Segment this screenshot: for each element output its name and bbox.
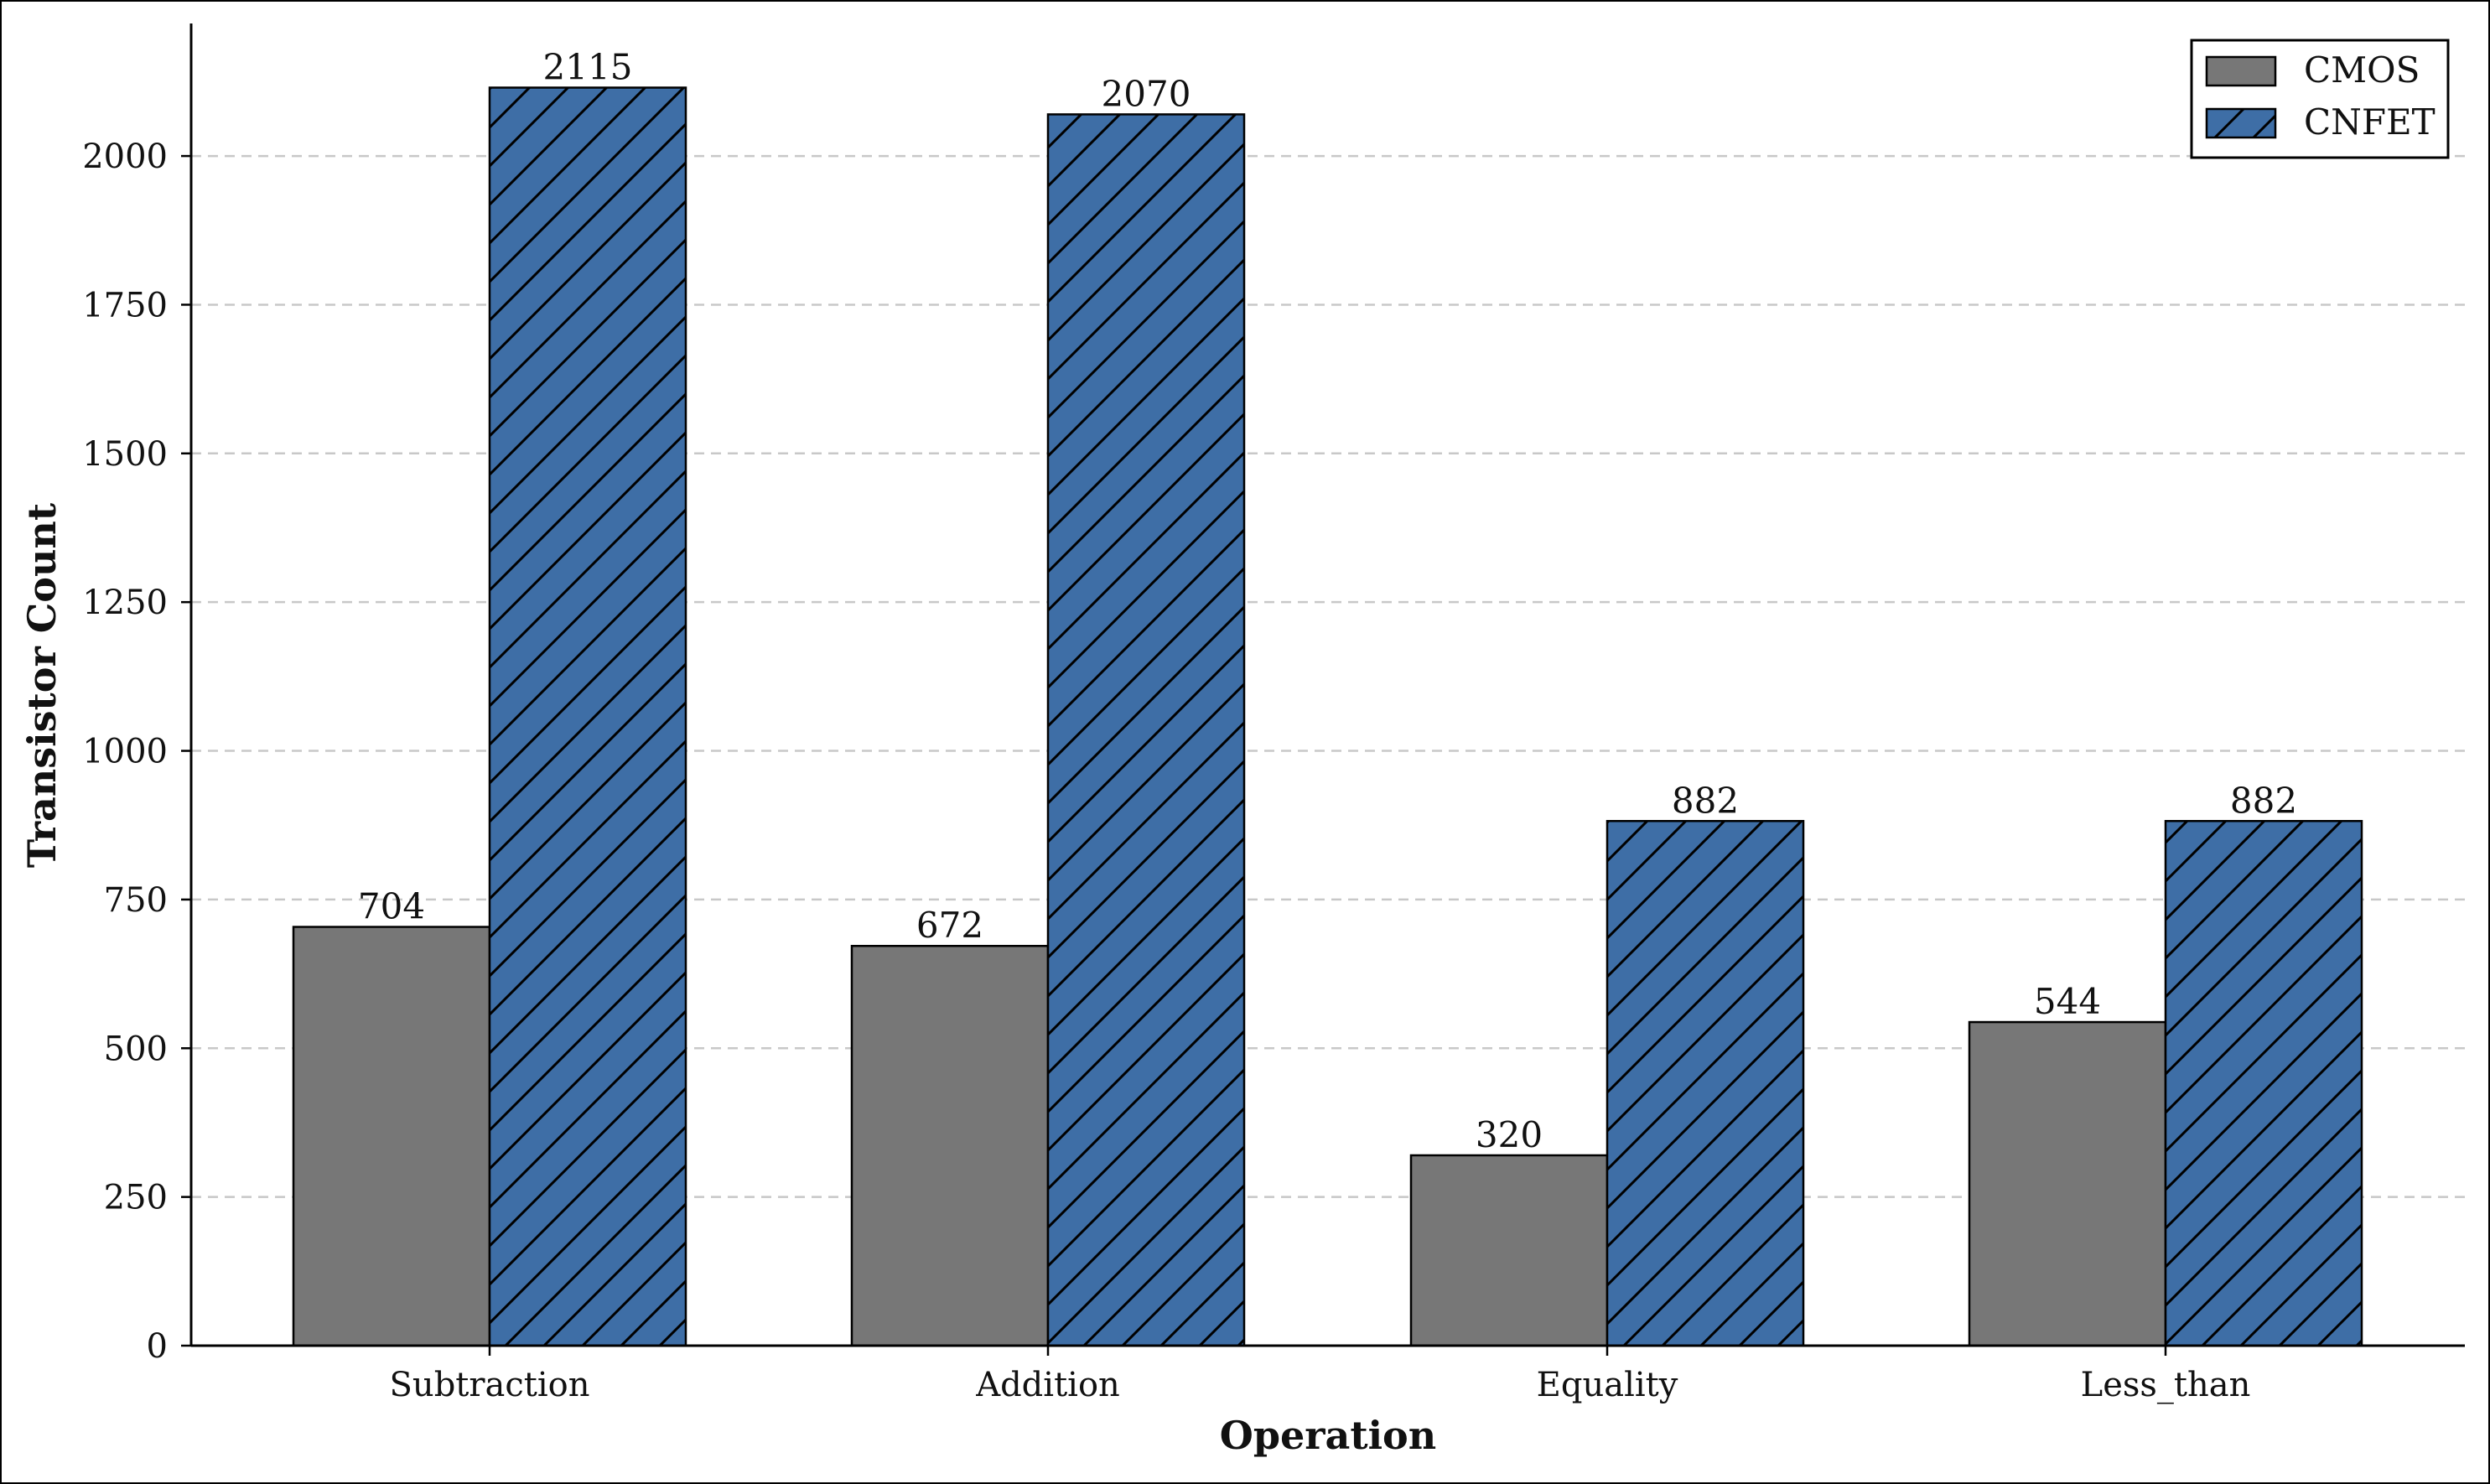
y-tick-label: 500	[104, 1030, 168, 1068]
bar-cnfet-equality	[1606, 820, 1805, 1347]
legend-label-cmos: CMOS	[2304, 49, 2420, 91]
bar-cnfet-addition	[1046, 113, 1246, 1347]
data-label: 704	[358, 886, 425, 927]
data-label: 2070	[1102, 73, 1191, 114]
axes-group: 0 250 500 750 1000 1250 1500 1750 2000 Subtractio…	[82, 23, 2465, 1404]
bar-cnfet-less_than	[2164, 820, 2363, 1347]
y-tick-label: 250	[104, 1179, 168, 1217]
x-tick-label: Addition	[975, 1366, 1120, 1404]
y-tick-label: 0	[147, 1327, 168, 1366]
y-tick-label: 1000	[82, 733, 168, 771]
bar-cnfet-subtraction	[488, 86, 687, 1347]
data-label: 672	[916, 905, 983, 946]
bar-cmos-subtraction	[292, 926, 491, 1347]
data-label: 882	[2230, 780, 2297, 821]
x-axis-label: Operation	[1220, 1413, 1436, 1458]
x-tick-label: Equality	[1537, 1366, 1678, 1404]
bar-cmos-equality	[1409, 1154, 1609, 1347]
legend-swatch-cmos	[2205, 55, 2277, 87]
bars-group	[292, 86, 2363, 1347]
data-label: 2115	[543, 46, 633, 87]
x-tick-label: Subtraction	[390, 1366, 590, 1404]
data-labels-group: 704 672 320 544 2115 2070 882 882	[358, 46, 2297, 1155]
bar-cmos-addition	[850, 944, 1050, 1347]
y-tick-label: 1750	[82, 286, 168, 324]
legend-label-cnfet: CNFET	[2304, 101, 2436, 143]
bar-cmos-less_than	[1968, 1020, 2167, 1347]
x-tick-label: Less_than	[2081, 1366, 2251, 1404]
legend: CMOS CNFET	[2190, 39, 2450, 159]
y-tick-label: 1500	[82, 435, 168, 474]
data-label: 320	[1476, 1114, 1543, 1155]
y-tick-label: 1250	[82, 584, 168, 622]
y-tick-label: 750	[104, 881, 168, 920]
legend-swatch-cnfet	[2205, 107, 2277, 139]
data-label: 544	[2034, 981, 2101, 1022]
y-axis-label: Transistor Count	[19, 502, 65, 868]
y-tick-label: 2000	[82, 138, 168, 176]
data-label: 882	[1672, 780, 1739, 821]
